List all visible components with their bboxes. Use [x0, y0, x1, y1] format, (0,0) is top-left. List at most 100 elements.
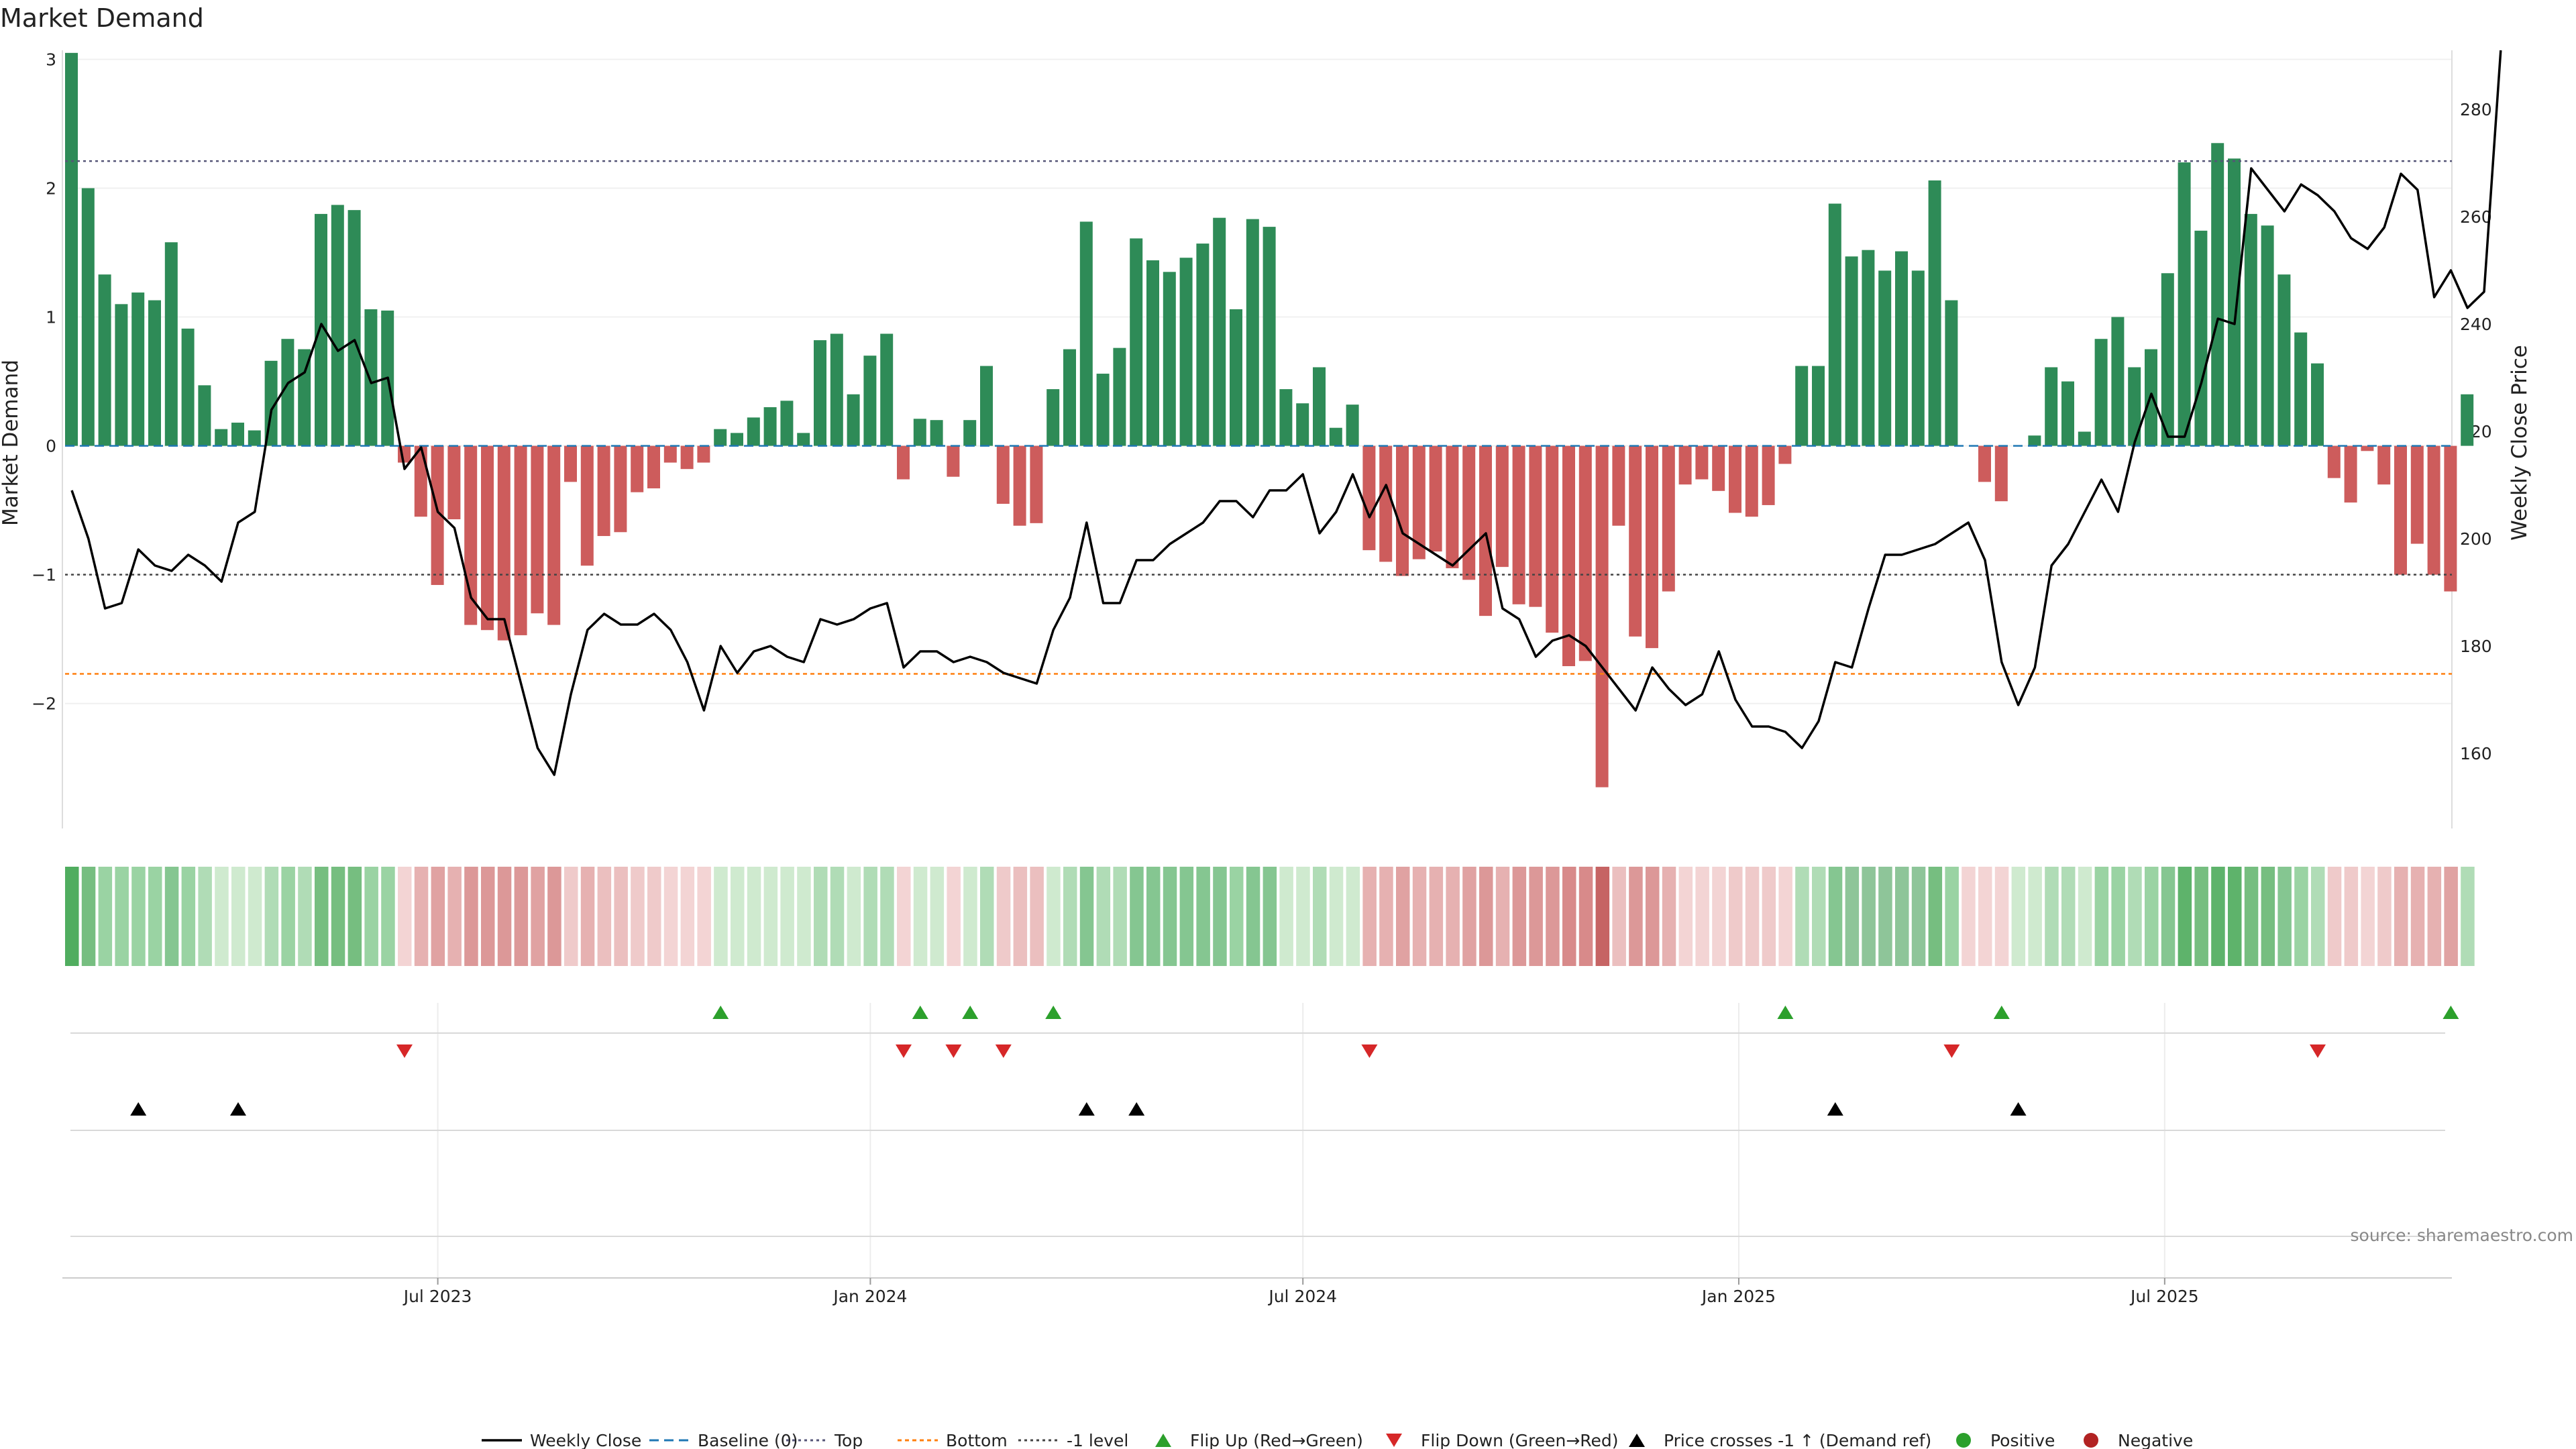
positive-demand-bar	[1878, 270, 1892, 446]
strength-cell	[597, 867, 612, 966]
legend-label: -1 level	[1067, 1431, 1128, 1449]
negative-demand-bar	[1678, 445, 1692, 485]
strength-cell	[913, 867, 928, 966]
negative-demand-bar	[1646, 445, 1658, 649]
strength-cell	[1895, 867, 1909, 966]
positive-demand-bar	[231, 423, 244, 446]
strength-cell	[1562, 867, 1576, 966]
legend: Weekly Close Baseline (0) Top Bottom -1 leve…	[482, 1431, 2193, 1449]
legend-label: Positive	[1990, 1431, 2055, 1449]
right-axis-label: Weekly Close Price	[2508, 345, 2532, 541]
positive-demand-bar	[863, 356, 877, 446]
price-cross-marker	[1128, 1102, 1145, 1116]
negative-demand-bar	[1479, 445, 1492, 616]
strength-cell	[1179, 867, 1194, 966]
flip-down-marker	[945, 1044, 962, 1058]
strength-cell	[564, 867, 578, 966]
legend-item-bottom: Bottom	[898, 1431, 1008, 1449]
left-tick-label: −2	[32, 694, 56, 714]
strength-cell	[1146, 867, 1161, 966]
strength-cell	[1828, 867, 1843, 966]
negative-demand-bar	[1429, 445, 1442, 552]
positive-demand-bar	[2061, 381, 2074, 446]
price-cross-marker	[1827, 1102, 1843, 1116]
left-tick-label: 1	[46, 308, 56, 327]
strength-cell	[631, 867, 645, 966]
positive-demand-bar	[65, 52, 78, 446]
strength-cell	[1778, 867, 1792, 966]
strength-cell	[747, 867, 761, 966]
strength-cell	[215, 867, 229, 966]
strength-cell	[1678, 867, 1693, 966]
strength-cell	[281, 867, 295, 966]
demand-bars	[65, 52, 2474, 788]
negative-demand-bar	[2444, 445, 2457, 592]
x-axis-ticks: Jul 2023 Jan 2024 Jul 2024 Jan 2025 Jul 2025	[402, 1278, 2199, 1306]
strength-cell	[2311, 867, 2325, 966]
positive-demand-bar	[2311, 363, 2324, 446]
strength-cell	[1911, 867, 1926, 966]
positive-demand-bar	[1845, 256, 1858, 446]
strength-cell	[797, 867, 811, 966]
negative-demand-bar	[663, 445, 677, 463]
positive-demand-bar	[181, 328, 195, 446]
strength-cell	[830, 867, 845, 966]
month-gridlines	[437, 1003, 2165, 1278]
legend-item-flip_up: Flip Up (Red→Green)	[1155, 1431, 1363, 1449]
flip-up-marker	[1993, 1006, 2010, 1019]
price-cross-marker	[130, 1102, 147, 1116]
strength-cell	[1362, 867, 1377, 966]
strength-cell	[2261, 867, 2275, 966]
negative-demand-bar	[1412, 445, 1426, 559]
legend-item-positive: Positive	[1956, 1431, 2055, 1449]
price-cross-markers	[130, 1102, 2027, 1116]
left-axis-ticks: 3 2 1 0 −1 −2	[32, 50, 56, 713]
strength-cell	[2028, 867, 2042, 966]
positive-demand-bar	[1346, 405, 1359, 446]
negative-demand-bar	[1362, 445, 1376, 551]
strength-cell	[1446, 867, 1460, 966]
strength-cell	[614, 867, 628, 966]
demand-strength-strip	[65, 867, 2475, 966]
strength-cell	[414, 867, 429, 966]
positive-demand-bar	[148, 300, 161, 446]
right-tick-label: 260	[2460, 207, 2492, 227]
flip-down-marker	[1361, 1044, 1378, 1058]
strength-cell	[2277, 867, 2292, 966]
negative-demand-bar	[1695, 445, 1709, 480]
strength-cell	[714, 867, 728, 966]
flip-up-marker	[712, 1006, 729, 1019]
positive-demand-bar	[1130, 238, 1143, 446]
positive-demand-bar	[1862, 250, 1875, 446]
negative-demand-bar	[1462, 445, 1476, 580]
strength-cell	[1296, 867, 1310, 966]
strength-cell	[2377, 867, 2392, 966]
strength-cell	[2178, 867, 2192, 966]
strength-cell	[996, 867, 1011, 966]
strength-cell	[847, 867, 861, 966]
positive-demand-bar	[731, 433, 743, 446]
positive-demand-bar	[2028, 435, 2041, 446]
flip-down-marker	[896, 1044, 912, 1058]
positive-demand-bar	[1196, 244, 1210, 446]
strength-cell	[431, 867, 445, 966]
negative-demand-bar	[447, 445, 461, 520]
positive-demand-bar	[1163, 272, 1176, 446]
strength-cell	[1646, 867, 1660, 966]
legend-item-negative: Negative	[2084, 1431, 2193, 1449]
left-tick-label: −1	[32, 566, 56, 585]
strength-cell	[2194, 867, 2208, 966]
strength-cell	[1845, 867, 1860, 966]
flip-down-marker	[2310, 1044, 2326, 1058]
strength-cell	[531, 867, 545, 966]
positive-demand-bar	[714, 429, 727, 446]
source-label: source: sharemaestro.com	[2351, 1226, 2574, 1245]
negative-demand-bar	[431, 445, 444, 586]
positive-demand-bar	[364, 309, 378, 446]
left-axis-label: Market Demand	[0, 360, 23, 526]
positive-demand-bar	[1329, 427, 1342, 446]
strength-cell	[1479, 867, 1493, 966]
negative-demand-bar	[680, 445, 694, 470]
positive-demand-bar	[198, 385, 211, 446]
positive-demand-bar	[980, 366, 993, 446]
